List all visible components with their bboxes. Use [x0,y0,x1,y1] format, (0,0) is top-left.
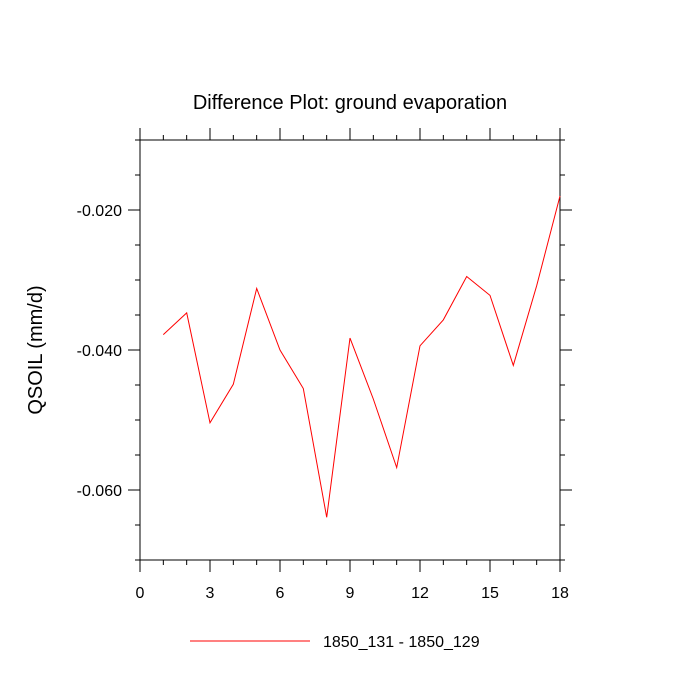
legend-label: 1850_131 - 1850_129 [323,634,480,651]
plot-frame [139,139,561,561]
x-tick-label: 9 [346,585,355,602]
y-tick-label: -0.060 [77,483,122,500]
x-tick-label: 18 [551,585,569,602]
x-tick-label: 0 [136,585,145,602]
x-tick-label: 15 [481,585,499,602]
series-line [162,195,561,518]
x-tick-label: 6 [276,585,285,602]
chart-title: Difference Plot: ground evaporation [193,92,507,114]
y-tick-label: -0.020 [77,203,122,220]
series-layer [162,195,561,518]
y-tick-label: -0.040 [77,343,122,360]
x-tick-label: 3 [206,585,215,602]
x-tick-label: 12 [411,585,429,602]
legend: 1850_131 - 1850_129 [190,634,480,651]
axis-tick-labels: 0 3 6 9 12 15 18 -0.060 -0.040 -0.020 [77,203,569,602]
axis-ticks [128,128,572,572]
y-axis-label: QSOIL (mm/d) [25,285,47,414]
